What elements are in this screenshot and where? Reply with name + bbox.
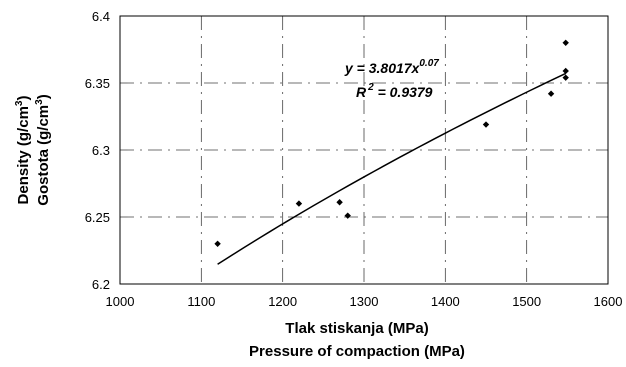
x-tick-label: 1000 xyxy=(106,294,135,309)
x-axis-title-english: Pressure of compaction (MPa) xyxy=(249,343,465,360)
x-tick-label: 1100 xyxy=(187,294,215,309)
y-axis-title-english: Density (g/cm3) xyxy=(14,96,32,205)
data-point xyxy=(295,200,303,207)
x-tick-label: 1200 xyxy=(268,294,297,309)
x-tick-label: 1600 xyxy=(594,294,623,309)
data-point xyxy=(562,67,569,75)
y-tick-label: 6.4 xyxy=(92,9,110,24)
data-point xyxy=(562,74,569,81)
power-trendline xyxy=(217,72,567,265)
y-axis-title-slovene: Gostota (g/cm3) xyxy=(34,94,52,205)
data-point xyxy=(336,199,343,206)
y-tick-label: 6.2 xyxy=(92,277,110,292)
data-points xyxy=(214,39,569,247)
x-tick-label: 1400 xyxy=(431,294,460,309)
x-tick-label: 1500 xyxy=(512,294,541,309)
y-tick-label: 6.3 xyxy=(92,143,110,158)
data-point xyxy=(547,90,555,97)
x-tick-labels: 1000 1100 1200 1300 1400 1500 1600 xyxy=(106,294,623,309)
y-tick-labels: 6.2 6.25 6.3 6.35 6.4 xyxy=(85,9,110,292)
data-point xyxy=(214,240,221,247)
x-tick-label: 1300 xyxy=(350,294,379,309)
data-point xyxy=(482,121,490,128)
y-tick-label: 6.35 xyxy=(85,76,110,91)
data-point xyxy=(344,212,351,219)
x-axis-title-slovene: Tlak stiskanja (MPa) xyxy=(285,320,428,337)
trendline-equation: y = 3.8017x0.07 xyxy=(344,58,439,76)
y-tick-label: 6.25 xyxy=(85,210,110,225)
grid-lines xyxy=(120,16,608,284)
plot-area-frame xyxy=(119,15,609,285)
data-point xyxy=(562,39,569,46)
